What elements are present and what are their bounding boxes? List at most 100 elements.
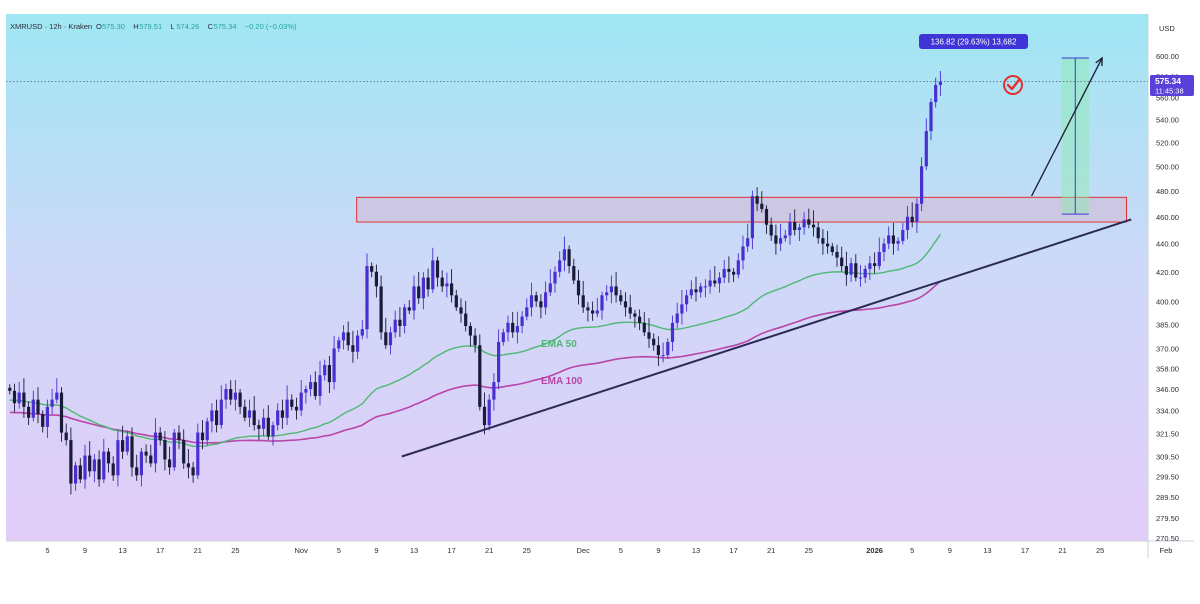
candle-body-171 xyxy=(811,224,816,228)
ohlc-value-3: 575.34 xyxy=(214,22,237,31)
candle-body-152 xyxy=(722,268,726,278)
candle-body-32 xyxy=(158,432,162,441)
candle-body-68 xyxy=(327,365,331,383)
candle-body-160 xyxy=(760,203,764,209)
x-tick-label-25: 21 xyxy=(1058,546,1066,555)
candle-body-141 xyxy=(670,322,675,342)
candle-body-76 xyxy=(365,266,369,330)
candle-body-137 xyxy=(652,338,656,346)
candle-body-165 xyxy=(783,235,787,239)
y-tick-label-18: 299.50 xyxy=(1156,472,1179,481)
candles-layer xyxy=(8,70,942,495)
candle-body-129 xyxy=(614,286,618,296)
candle-body-111 xyxy=(529,295,534,308)
y-tick-label-12: 370.00 xyxy=(1156,344,1179,353)
candle-body-198 xyxy=(938,81,942,85)
candle-body-82 xyxy=(393,319,397,333)
checkmark-icon xyxy=(1003,75,1023,95)
candle-body-175 xyxy=(830,246,834,252)
x-tick-label-13: Dec xyxy=(577,546,591,555)
candle-body-120 xyxy=(572,266,576,281)
candle-body-84 xyxy=(403,307,407,327)
candle-body-24 xyxy=(121,440,125,452)
candle-body-162 xyxy=(769,224,773,236)
candle-body-64 xyxy=(309,382,313,390)
ohlc-readout: O 575.30 H 579.51 L 574.26 C 575.34 −0.20 (−0.03… xyxy=(96,22,297,31)
candle-body-101 xyxy=(482,406,487,426)
candle-body-98 xyxy=(468,326,472,336)
candle-body-0 xyxy=(8,387,12,391)
x-tick-label-4: 21 xyxy=(194,546,202,555)
candle-body-99 xyxy=(473,335,477,346)
candle-body-62 xyxy=(299,392,303,411)
price-axis-background xyxy=(1148,14,1194,541)
candle-body-12 xyxy=(64,432,68,441)
candle-body-27 xyxy=(135,467,139,476)
candle-body-22 xyxy=(111,463,115,476)
svg-text:575.34: 575.34 xyxy=(1155,76,1181,86)
candle-body-177 xyxy=(840,257,844,267)
plot-background xyxy=(6,14,1148,541)
candle-body-53 xyxy=(257,425,261,429)
candle-body-131 xyxy=(623,301,628,308)
candle-body-147 xyxy=(699,286,703,293)
candle-body-126 xyxy=(600,295,604,311)
candle-body-11 xyxy=(59,392,64,433)
candle-body-23 xyxy=(116,440,120,476)
ohlc-key-0: O xyxy=(96,22,102,31)
candle-body-6 xyxy=(36,399,40,415)
candle-body-185 xyxy=(877,251,881,267)
candle-body-122 xyxy=(581,295,585,308)
y-tick-label-0: 600.00 xyxy=(1156,52,1179,61)
candle-body-167 xyxy=(793,222,797,231)
candle-body-37 xyxy=(182,440,186,464)
candle-body-5 xyxy=(31,399,35,418)
candle-body-170 xyxy=(807,219,811,225)
x-tick-label-20: 2026 xyxy=(866,546,883,555)
candle-body-29 xyxy=(144,451,148,456)
candle-body-95 xyxy=(454,295,458,308)
candle-body-197 xyxy=(934,84,938,103)
candle-body-148 xyxy=(703,286,707,288)
candle-body-30 xyxy=(149,455,153,464)
candle-body-94 xyxy=(450,283,454,296)
candle-body-123 xyxy=(586,307,590,311)
candle-body-40 xyxy=(196,432,200,476)
candle-body-71 xyxy=(341,332,346,341)
candle-body-104 xyxy=(497,341,501,383)
candle-body-105 xyxy=(501,332,505,342)
candle-body-14 xyxy=(74,465,78,484)
x-tick-label-6: Nov xyxy=(295,546,309,555)
candle-body-173 xyxy=(821,238,825,244)
candle-body-34 xyxy=(168,459,172,468)
candle-body-112 xyxy=(534,295,538,302)
candle-body-182 xyxy=(863,268,867,278)
y-tick-label-5: 500.00 xyxy=(1156,162,1179,171)
y-tick-label-16: 321.50 xyxy=(1156,429,1179,438)
ohlc-value-4: −0.20 (−0.03%) xyxy=(245,22,297,31)
candle-body-39 xyxy=(191,467,195,476)
candle-body-150 xyxy=(713,280,717,284)
x-tick-label-19: 25 xyxy=(805,546,813,555)
candle-body-119 xyxy=(567,249,571,267)
candle-body-114 xyxy=(544,292,548,308)
candle-body-161 xyxy=(764,208,769,225)
candle-body-97 xyxy=(464,313,468,327)
ema100-label: EMA 100 xyxy=(541,376,583,387)
candle-body-66 xyxy=(318,375,322,397)
candle-body-127 xyxy=(605,292,609,296)
candle-body-142 xyxy=(675,313,679,323)
ohlc-value-0: 575.30 xyxy=(102,22,125,31)
candle-body-139 xyxy=(661,355,665,357)
candle-body-113 xyxy=(539,301,543,308)
candle-body-115 xyxy=(548,283,552,293)
candle-body-59 xyxy=(285,399,289,418)
y-tick-label-17: 309.50 xyxy=(1156,453,1179,462)
x-tick-label-12: 25 xyxy=(523,546,531,555)
candle-body-183 xyxy=(868,263,872,269)
y-tick-label-4: 520.00 xyxy=(1156,139,1179,148)
x-tick-label-27: Feb xyxy=(1160,546,1173,555)
currency-label: USD xyxy=(1159,24,1175,33)
candle-body-77 xyxy=(370,266,374,272)
